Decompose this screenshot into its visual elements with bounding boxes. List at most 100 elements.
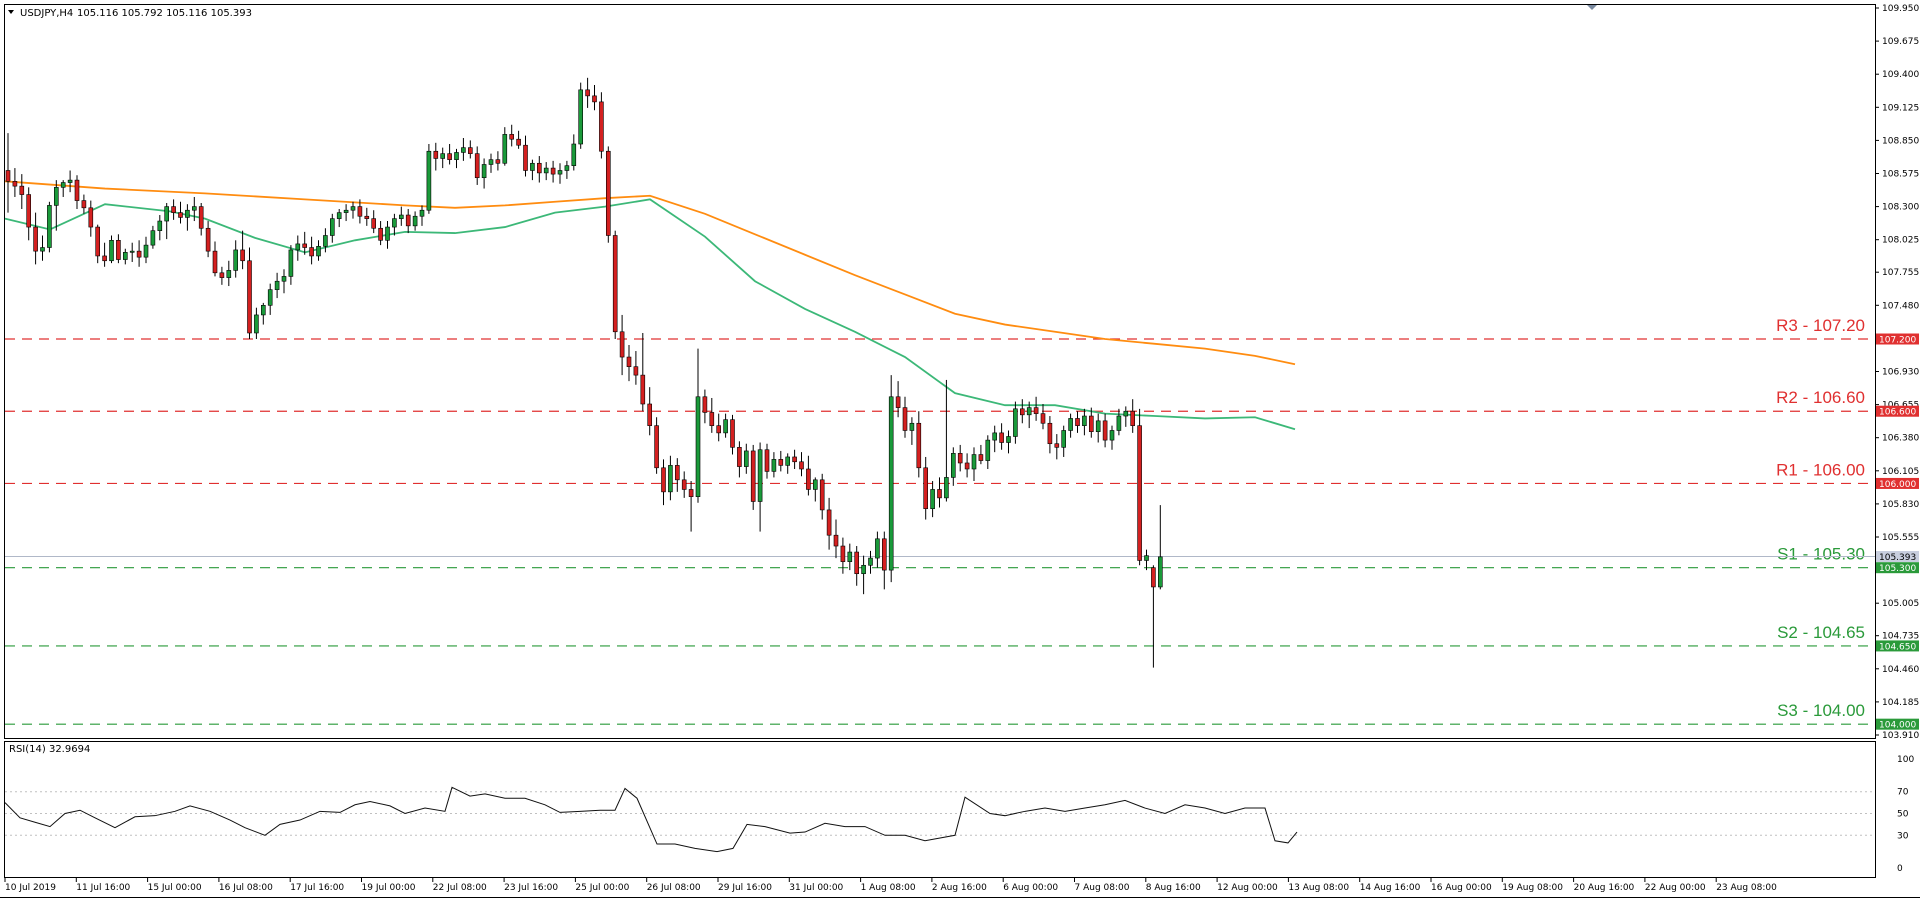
candle-body	[1068, 418, 1073, 431]
candle	[661, 459, 666, 506]
candle-body	[1040, 413, 1046, 424]
candle	[295, 235, 301, 261]
level-tag-r1-bg	[1876, 477, 1919, 489]
candle-body	[557, 170, 563, 175]
candle-body	[502, 134, 508, 164]
candle	[909, 417, 915, 445]
candle-body	[1130, 410, 1135, 426]
rsi-tick-label: 30	[1897, 831, 1909, 841]
time-tick-label: 23 Jul 16:00	[504, 883, 558, 893]
candle	[378, 221, 383, 246]
candle	[743, 443, 749, 474]
candle	[1137, 408, 1142, 566]
candle-body	[868, 557, 873, 566]
candle	[219, 266, 225, 285]
level-tag-r1: 106.000	[1879, 480, 1916, 490]
candle	[233, 240, 238, 278]
candle-body	[60, 182, 66, 188]
candle	[564, 160, 570, 179]
candle-body	[447, 153, 452, 160]
price-tick-label: 107.755	[1882, 268, 1919, 278]
candle	[260, 302, 266, 325]
candle-body	[999, 432, 1004, 443]
level-tag-r2: 106.600	[1879, 408, 1916, 418]
candle-body	[467, 147, 473, 154]
candle-body	[688, 489, 694, 497]
candle-body	[288, 249, 294, 277]
sma-slow-line	[4, 180, 1296, 366]
rsi-tick-label: 0	[1897, 864, 1903, 874]
candle-body	[254, 314, 259, 334]
candle	[881, 531, 887, 590]
time-tick-label: 17 Jul 16:00	[290, 883, 344, 893]
candle	[557, 163, 563, 184]
candle-body	[730, 419, 735, 448]
time-axis: 10 Jul 2019 11 Jul 16:00 15 Jul 00:00 16 Ju…	[4, 878, 1777, 893]
candle	[764, 443, 770, 479]
candle	[109, 235, 114, 264]
candle-body	[723, 419, 728, 434]
candle	[95, 224, 100, 264]
candle	[53, 180, 59, 231]
candle	[205, 221, 211, 258]
candle	[274, 272, 280, 299]
candle-body	[495, 159, 501, 164]
candle	[1033, 396, 1039, 421]
candle	[916, 411, 922, 478]
candle	[695, 348, 701, 503]
time-tick-label: 13 Aug 08:00	[1288, 883, 1349, 893]
candle	[461, 137, 466, 161]
candle	[1006, 430, 1011, 454]
candle-body	[81, 200, 87, 209]
candle	[1040, 403, 1046, 430]
candle	[875, 531, 880, 568]
candle	[74, 175, 80, 210]
candle	[895, 381, 901, 418]
candle	[281, 269, 287, 294]
time-tick-label: 12 Aug 00:00	[1217, 883, 1278, 893]
candle	[861, 555, 866, 595]
candle	[1019, 399, 1025, 424]
candle	[737, 441, 742, 478]
time-tick-label: 2 Aug 16:00	[932, 883, 987, 893]
candle	[978, 444, 984, 465]
rsi-tick-label: 50	[1897, 810, 1909, 820]
candle	[847, 543, 853, 571]
candle-body	[847, 551, 853, 562]
candle	[81, 194, 87, 214]
candle	[812, 477, 818, 502]
candle	[178, 201, 183, 224]
candle	[750, 444, 756, 510]
candle	[647, 387, 653, 436]
moving-averages	[4, 180, 1296, 431]
candle-body	[992, 432, 998, 441]
level-label-r2: R2 - 106.60	[1776, 388, 1865, 407]
price-tick-label: 107.480	[1882, 301, 1919, 311]
shift-marker-icon[interactable]	[1587, 5, 1597, 10]
candle-body	[1109, 430, 1115, 441]
candle	[985, 435, 991, 469]
candle-body	[909, 422, 915, 431]
candle	[612, 230, 618, 340]
candle	[1095, 413, 1101, 443]
candle-body	[405, 214, 411, 227]
candle-body	[509, 134, 515, 140]
candle-body	[350, 206, 356, 211]
candle-body	[329, 218, 335, 236]
candle-body	[1026, 407, 1032, 416]
candle-body	[357, 206, 363, 217]
candle-body	[654, 425, 659, 469]
candle	[923, 456, 929, 520]
time-tick-label: 29 Jul 16:00	[718, 883, 772, 893]
level-label-s3: S3 - 104.00	[1777, 701, 1865, 720]
candle	[1075, 411, 1080, 433]
candle	[757, 442, 763, 532]
chart-menu-triangle-icon[interactable]	[8, 10, 14, 14]
candle-body	[1095, 420, 1101, 432]
candle-body	[95, 226, 100, 257]
candle	[267, 283, 273, 315]
candle	[674, 458, 680, 492]
candle-body	[585, 89, 590, 97]
candle	[150, 225, 156, 249]
candle	[605, 146, 611, 243]
